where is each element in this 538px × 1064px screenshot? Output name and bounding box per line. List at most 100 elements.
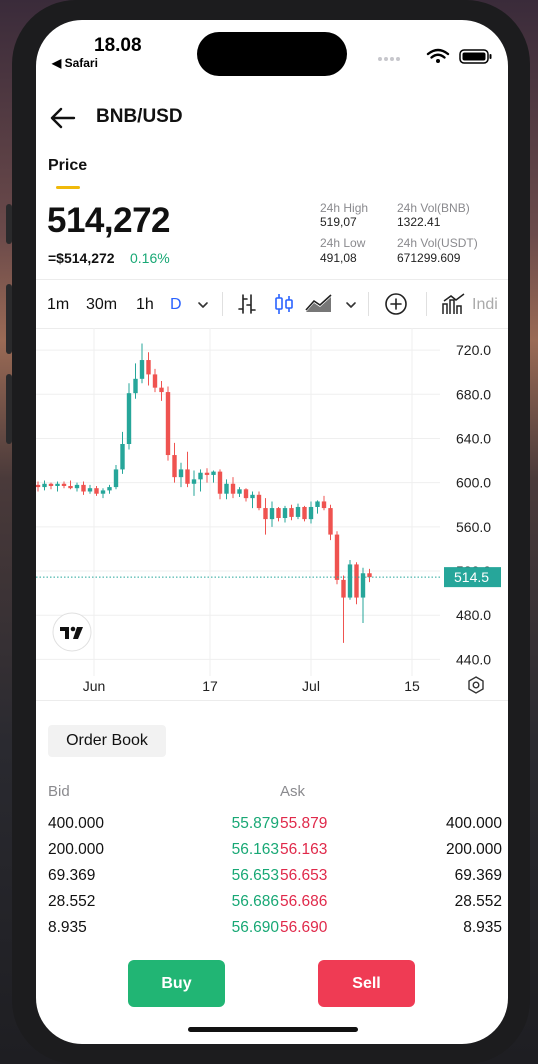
toolbar-divider — [368, 292, 369, 316]
y-tick-label: 640.0 — [456, 430, 491, 446]
candle-body — [237, 489, 242, 494]
indicators-label[interactable]: Indi — [472, 296, 498, 313]
candle-body — [211, 471, 216, 475]
candle-body — [139, 360, 145, 379]
y-tick-label: 720.0 — [456, 342, 491, 358]
current-price-badge — [444, 567, 501, 588]
ask-price: 56.163 — [280, 841, 328, 858]
candle-body — [152, 374, 158, 388]
bid-price: 56.686 — [231, 893, 279, 910]
tab-order-book[interactable]: Order Book — [48, 725, 166, 757]
y-tick-label: 480.0 — [456, 607, 491, 623]
candle-body — [165, 392, 171, 456]
stat-vol-bnb-label: 24h Vol(BNB) — [397, 201, 470, 215]
candle-body — [315, 501, 320, 507]
chevron-down-icon[interactable] — [196, 299, 210, 311]
bar-chart-icon[interactable] — [236, 293, 258, 315]
stat-low-value: 491,08 — [320, 251, 357, 265]
back-arrow-icon[interactable] — [50, 106, 76, 130]
candle-body — [250, 494, 255, 499]
x-tick-label: Jul — [302, 678, 320, 694]
active-tab-indicator — [56, 186, 80, 189]
add-icon[interactable] — [384, 292, 408, 316]
status-icons — [378, 48, 492, 64]
timeframe-30m[interactable]: 30m — [86, 296, 118, 313]
bid-quantity: 28.552 — [48, 893, 96, 910]
dynamic-island — [197, 32, 347, 76]
tab-price[interactable]: Price — [48, 157, 88, 174]
stat-vol-bnb-value: 1322.41 — [397, 215, 441, 229]
price-change: 0.16% — [130, 250, 170, 266]
back-to-safari[interactable]: ◀ Safari — [52, 56, 98, 70]
chevron-down-icon[interactable] — [344, 299, 358, 311]
stat-high-label: 24h High — [320, 201, 369, 215]
phone-volume-up — [6, 284, 12, 354]
chart-axes: 720.0680.0640.0600.0560.0520.0480.0440.0… — [36, 342, 501, 694]
ask-quantity: 200.000 — [445, 841, 502, 858]
indicators-icon[interactable] — [441, 292, 467, 316]
candle-body — [321, 501, 327, 509]
candle-body — [87, 488, 93, 492]
order-book-row[interactable]: 8.935 56.690 56.690 8.935 — [36, 919, 508, 945]
candlestick-icon[interactable] — [273, 293, 295, 315]
bid-quantity: 200.000 — [48, 841, 105, 858]
battery-icon — [459, 49, 492, 64]
home-indicator[interactable] — [188, 1027, 358, 1032]
bid-quantity: 69.369 — [48, 867, 96, 884]
ask-quantity: 69.369 — [454, 867, 502, 884]
bid-header: Bid — [48, 783, 70, 800]
order-book-row[interactable]: 69.369 56.653 56.653 69.369 — [36, 867, 508, 893]
order-book-row[interactable]: 200.000 56.163 56.163 200.000 — [36, 841, 508, 867]
candle-body — [61, 483, 67, 486]
y-tick-label: 440.0 — [456, 651, 491, 667]
ask-price: 55.879 — [280, 815, 328, 832]
candle-body — [302, 506, 307, 520]
candle-body — [48, 483, 54, 486]
order-book-row[interactable]: 28.552 56.686 56.686 28.552 — [36, 893, 508, 919]
candle-body — [282, 508, 288, 519]
tradingview-logo[interactable] — [52, 612, 92, 652]
bid-price: 56.653 — [231, 867, 279, 884]
buy-button[interactable]: Buy — [128, 960, 225, 1007]
candle-body — [185, 469, 190, 484]
timeframe-d[interactable]: D — [170, 296, 182, 313]
candle-body — [263, 508, 268, 520]
candle-body — [217, 471, 223, 494]
settings-icon[interactable] — [466, 675, 486, 695]
candlestick-chart[interactable]: 720.0680.0640.0600.0560.0520.0480.0440.0… — [36, 328, 508, 701]
candle-body — [224, 483, 229, 494]
current-price-label: 514.5 — [454, 569, 489, 585]
candle-body — [94, 488, 99, 494]
status-time: 18.08 — [94, 35, 142, 56]
candle-body — [120, 444, 125, 470]
toolbar-divider — [426, 292, 427, 316]
candle-body — [360, 573, 366, 598]
timeframe-1m[interactable]: 1m — [47, 296, 70, 313]
candle-body — [295, 506, 301, 517]
candle-body — [172, 455, 177, 478]
ask-quantity: 400.000 — [445, 815, 502, 832]
wifi-icon — [426, 48, 450, 59]
candle-body — [204, 472, 210, 475]
stat-vol-usdt-value: 671299.609 — [397, 251, 461, 265]
candle-body — [269, 508, 275, 520]
candle-body — [42, 483, 47, 488]
stat-high-value: 519,07 — [320, 215, 357, 229]
candle-body — [354, 564, 359, 598]
ask-header: Ask — [280, 783, 306, 800]
ask-price: 56.653 — [280, 867, 328, 884]
last-price: 514,272 — [47, 201, 171, 240]
candle-body — [308, 506, 314, 520]
candle-body — [341, 579, 346, 598]
timeframe-1h[interactable]: 1h — [136, 296, 154, 313]
area-chart-icon[interactable] — [304, 293, 334, 315]
bid-price: 55.879 — [231, 815, 279, 832]
sell-button[interactable]: Sell — [318, 960, 415, 1007]
x-tick-label: 15 — [404, 678, 420, 694]
candle-body — [289, 508, 294, 517]
stat-low-label: 24h Low — [320, 236, 366, 250]
order-book-row[interactable]: 400.000 55.879 55.879 400.000 — [36, 815, 508, 841]
toolbar-divider — [222, 292, 223, 316]
candle-body — [191, 479, 197, 484]
bid-price: 56.163 — [231, 841, 279, 858]
